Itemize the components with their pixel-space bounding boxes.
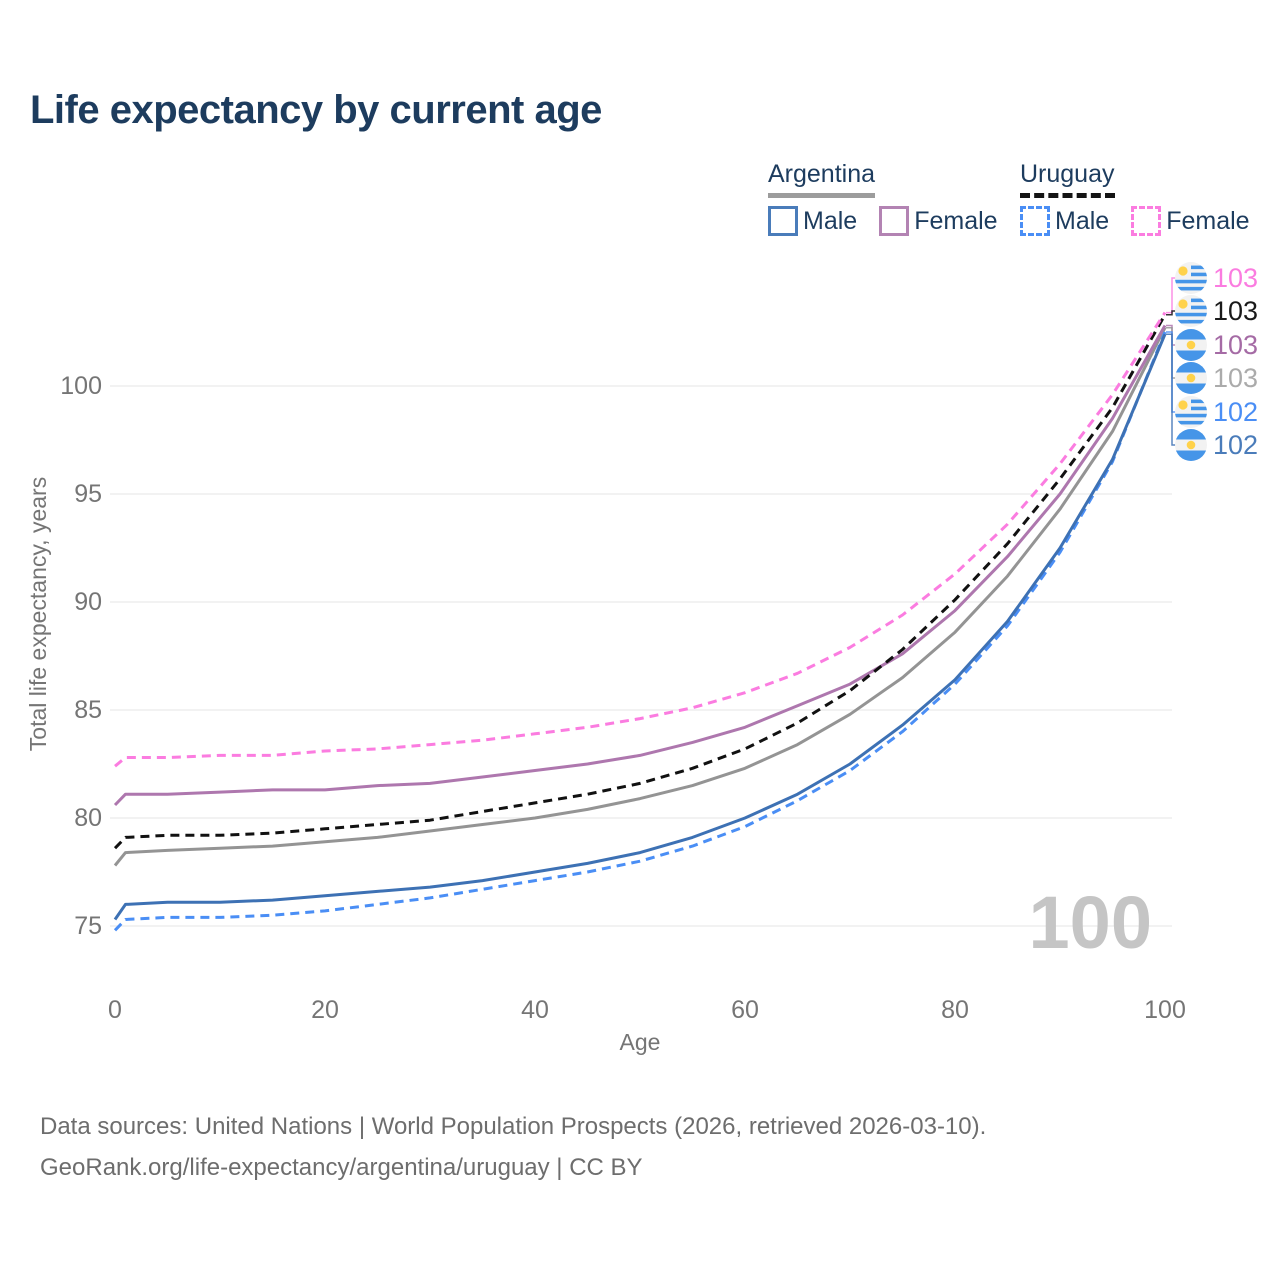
legend-item-label: Male <box>1055 206 1110 235</box>
end-value-label: 102 <box>1213 430 1258 460</box>
legend-group-argentina: Argentina Male Female <box>768 160 1020 236</box>
y-tick-label: 80 <box>74 804 102 832</box>
legend-item-argentina-female[interactable]: Female <box>879 206 998 236</box>
series-line-uruguay-female <box>114 311 1167 768</box>
legend-item-uruguay-male[interactable]: Male <box>1020 206 1109 236</box>
argentina-flag-icon <box>1175 362 1207 394</box>
footer: Data sources: United Nations | World Pop… <box>40 1106 986 1188</box>
gridlines <box>110 385 1172 927</box>
end-value-label: 103 <box>1213 363 1258 393</box>
x-tick-label: 0 <box>108 996 122 1024</box>
page-title: Life expectancy by current age <box>30 88 602 132</box>
x-tick-label: 100 <box>1144 996 1186 1024</box>
series-line-uruguay-male <box>113 331 1167 932</box>
y-axis-title: Total life expectancy, years <box>25 477 51 751</box>
y-tick-label: 90 <box>74 588 102 616</box>
legend-item-label: Female <box>914 206 998 235</box>
uruguay-female-swatch-icon <box>1131 206 1162 236</box>
series-line-argentina <box>113 327 1167 867</box>
y-tick-label: 75 <box>74 912 102 940</box>
x-axis-title: Age <box>620 1029 661 1055</box>
uruguay-flag-icon <box>1175 396 1207 428</box>
series-line-argentina-female <box>113 324 1167 807</box>
end-value-label: 103 <box>1213 296 1258 326</box>
series-line-uruguay <box>113 313 1167 850</box>
x-tick-label: 40 <box>521 996 549 1024</box>
y-tick-label: 100 <box>60 372 102 400</box>
series-line-argentina-male <box>113 333 1167 921</box>
legend-item-uruguay-female[interactable]: Female <box>1131 206 1250 236</box>
uruguay-male-swatch-icon <box>1020 206 1050 236</box>
x-tick-label: 80 <box>941 996 969 1024</box>
argentina-male-swatch-icon <box>768 206 798 236</box>
uruguay-flag-icon <box>1175 262 1207 294</box>
legend-header-uruguay[interactable]: Uruguay <box>1020 160 1115 198</box>
uruguay-flag-icon <box>1175 295 1207 327</box>
end-value-label: 103 <box>1213 330 1258 360</box>
y-tick-label: 95 <box>74 480 102 508</box>
legend-item-label: Female <box>1166 206 1250 235</box>
legend-item-argentina-male[interactable]: Male <box>768 206 857 236</box>
legend-item-label: Male <box>803 206 858 235</box>
attribution-line: GeoRank.org/life-expectancy/argentina/ur… <box>40 1154 643 1181</box>
x-tick-label: 20 <box>311 996 339 1024</box>
argentina-female-swatch-icon <box>879 206 910 236</box>
argentina-flag-icon <box>1175 329 1207 361</box>
age-counter-watermark: 100 <box>1029 881 1152 964</box>
end-value-label: 102 <box>1213 397 1258 427</box>
x-tick-label: 60 <box>731 996 759 1024</box>
legend-header-argentina[interactable]: Argentina <box>768 160 876 198</box>
y-tick-label: 85 <box>74 696 102 724</box>
end-value-label: 103 <box>1213 263 1258 293</box>
axes: 75 80 85 90 95 100 0 20 40 60 80 100 Age Total life e… <box>25 372 1186 1055</box>
argentina-flag-icon <box>1175 429 1207 461</box>
series-lines <box>113 311 1167 932</box>
data-sources-line: Data sources: United Nations | World Pop… <box>40 1113 987 1140</box>
legend-group-uruguay: Uruguay Male Female <box>1020 160 1272 236</box>
